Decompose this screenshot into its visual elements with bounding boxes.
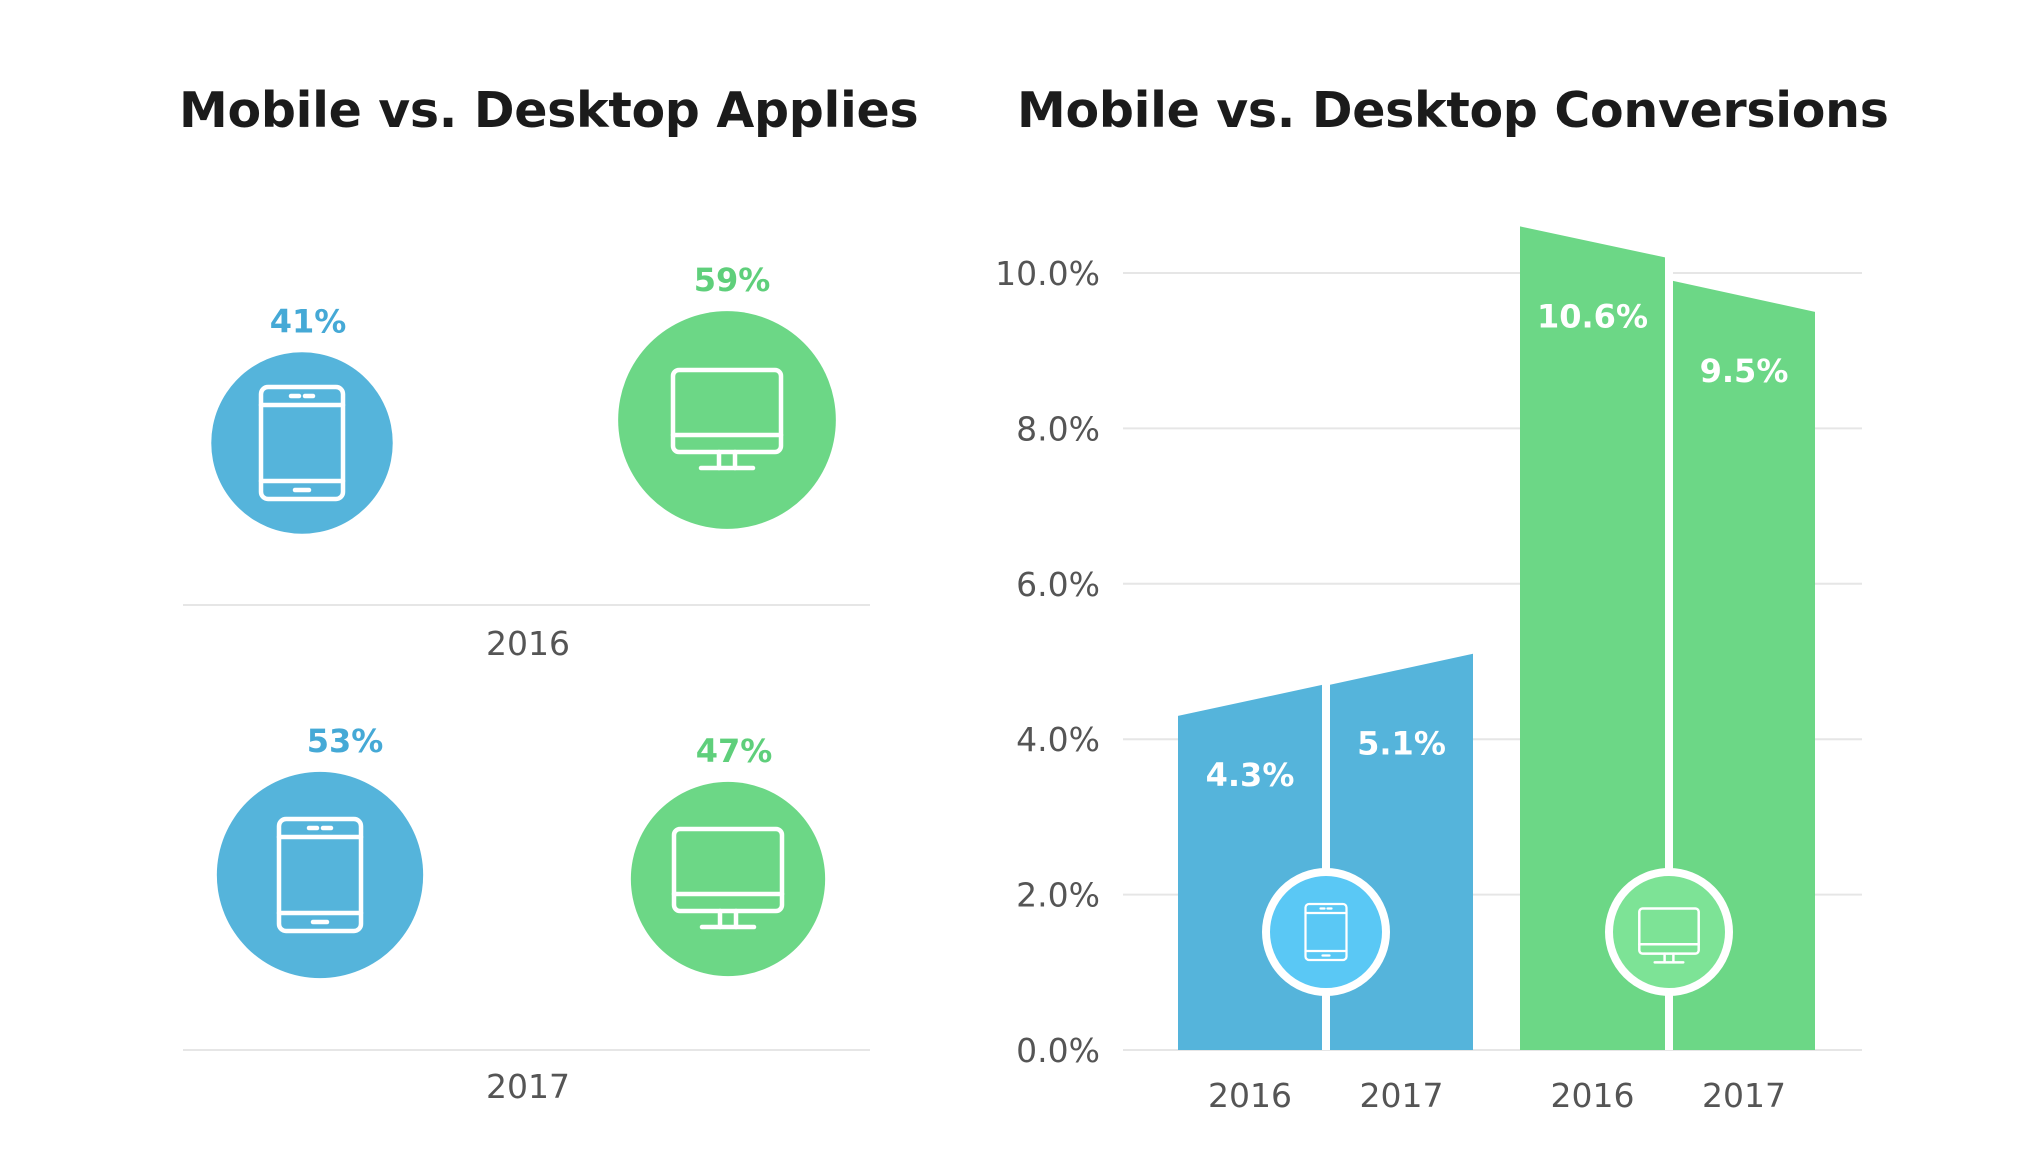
mobile-share-label: 53%	[307, 722, 384, 760]
x-tick-label: 2016	[1208, 1076, 1292, 1115]
series-badge	[1605, 868, 1733, 996]
tablet-icon	[1304, 902, 1348, 962]
desktop-monitor-icon	[671, 826, 785, 930]
x-tick-label: 2017	[1702, 1076, 1786, 1115]
tablet-body	[258, 384, 346, 502]
x-tick-label: 2016	[1551, 1076, 1635, 1115]
desktop-monitor-icon	[1638, 907, 1700, 964]
applies-group-2017: 53% 47% 2017	[183, 722, 870, 1106]
tablet-body	[1304, 902, 1348, 962]
desktop-share-bubble	[630, 781, 826, 977]
y-tick-label: 0.0%	[1016, 1031, 1100, 1070]
y-tick-label: 10.0%	[995, 254, 1100, 293]
bar-value-label: 9.5%	[1700, 352, 1789, 390]
bar-value-label: 10.6%	[1537, 297, 1648, 335]
tablet-body	[276, 816, 364, 934]
applies-group-2016: 41% 59% 2016	[183, 261, 870, 663]
applies-chart: 41% 59% 2016 53% 47% 2017	[183, 261, 870, 1106]
bar-value-label: 5.1%	[1357, 725, 1446, 763]
conversions-chart-title: Mobile vs. Desktop Conversions	[1017, 82, 1889, 139]
desktop-share-label: 47%	[696, 732, 773, 770]
monitor-screen	[1638, 907, 1700, 955]
applies-chart-title: Mobile vs. Desktop Applies	[179, 82, 919, 139]
series-badge	[1262, 868, 1390, 996]
group-year-label: 2016	[486, 624, 570, 663]
tablet-icon	[258, 384, 346, 502]
x-tick-label: 2017	[1360, 1076, 1444, 1115]
series-mobile: 4.3% 5.1% 2016 2017	[1178, 653, 1473, 1115]
mobile-share-bubble	[211, 352, 393, 534]
bar-desktop-2016	[1520, 226, 1665, 1050]
desktop-monitor-icon	[670, 367, 784, 471]
y-tick-label: 8.0%	[1016, 409, 1100, 448]
desktop-share-bubble	[618, 311, 836, 529]
desktop-share-label: 59%	[694, 261, 771, 299]
series-desktop: 10.6% 9.5% 2016 2017	[1520, 226, 1815, 1115]
tablet-icon	[276, 816, 364, 934]
mobile-share-label: 41%	[270, 302, 347, 340]
bar-value-label: 4.3%	[1206, 756, 1295, 794]
conversions-chart: 0.0% 2.0% 4.0% 6.0% 8.0% 10.0% 4.3% 5.1% 2016 201…	[995, 226, 1862, 1115]
y-tick-label: 6.0%	[1016, 565, 1100, 604]
mobile-share-bubble	[216, 771, 424, 979]
y-tick-label: 2.0%	[1016, 876, 1100, 915]
monitor-screen	[671, 826, 785, 914]
bar-mobile-2016	[1178, 684, 1322, 1050]
group-year-label: 2017	[486, 1067, 570, 1106]
bar-desktop-2017	[1673, 280, 1815, 1051]
y-tick-label: 4.0%	[1016, 720, 1100, 759]
monitor-screen	[670, 367, 784, 455]
